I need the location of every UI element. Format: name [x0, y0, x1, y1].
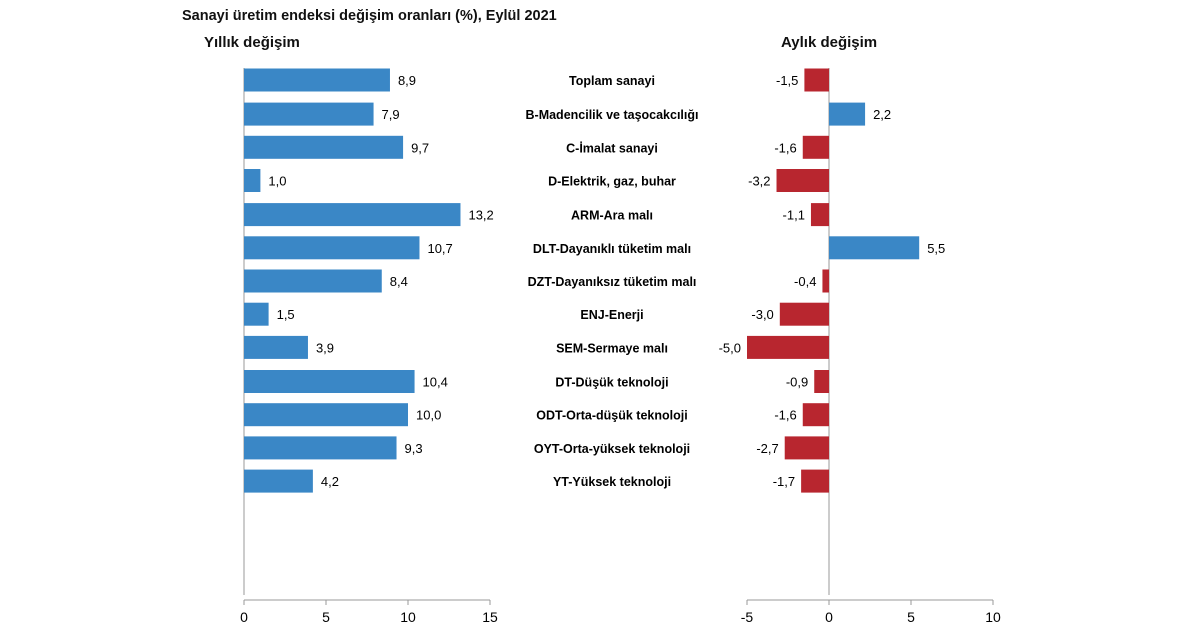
category-label: OYT-Orta-yüksek teknoloji: [534, 442, 690, 456]
category-label: DT-Düşük teknoloji: [555, 376, 668, 390]
left-bar: [244, 68, 390, 92]
left-panel-title: Yıllık değişim: [204, 34, 300, 51]
right-data-label: -1,6: [774, 408, 796, 423]
left-data-label: 9,7: [411, 140, 429, 155]
right-data-label: -1,7: [773, 474, 795, 489]
category-label: SEM-Sermaye malı: [556, 341, 668, 355]
left-bar: [244, 302, 269, 326]
left-bar: [244, 203, 461, 227]
category-label: Toplam sanayi: [569, 74, 655, 88]
category-label: YT-Yüksek teknoloji: [553, 475, 671, 489]
right-bar: [804, 68, 829, 92]
right-data-label: -1,1: [783, 208, 805, 223]
right-panel-title: Aylık değişim: [781, 34, 878, 51]
right-bar: [829, 236, 920, 260]
left-data-label: 8,4: [390, 274, 408, 289]
category-label: DZT-Dayanıksız tüketim malı: [528, 275, 697, 289]
right-data-label: 2,2: [873, 107, 891, 122]
right-bar: [802, 135, 829, 159]
category-label: ODT-Orta-düşük teknoloji: [536, 409, 687, 423]
category-label: ARM-Ara malı: [571, 209, 653, 223]
right-bar: [810, 203, 829, 227]
left-bar: [244, 236, 420, 260]
right-bar: [814, 370, 829, 393]
left-bar: [244, 135, 404, 159]
left-bar: [244, 102, 374, 126]
right-data-label: -1,5: [776, 73, 798, 88]
category-label: B-Madencilik ve taşocakcılığı: [526, 108, 699, 122]
left-data-label: 10,0: [416, 408, 441, 423]
left-bar: [244, 403, 408, 427]
right-x-tick-label: 10: [985, 609, 1001, 625]
right-bar: [784, 436, 829, 460]
left-bar: [244, 370, 415, 393]
right-data-label: -5,0: [719, 340, 741, 355]
right-bar: [801, 469, 829, 493]
left-data-label: 1,5: [277, 307, 295, 322]
left-x-tick-label: 15: [482, 609, 498, 625]
right-bar: [822, 269, 829, 293]
right-data-label: 5,5: [927, 241, 945, 256]
right-bar: [779, 302, 829, 326]
right-bar: [776, 169, 829, 192]
right-data-label: -3,0: [751, 307, 773, 322]
right-bar: [802, 403, 829, 427]
left-bar: [244, 335, 308, 359]
right-x-tick-label: 0: [825, 609, 833, 625]
right-x-tick-label: -5: [741, 609, 754, 625]
left-bar: [244, 469, 313, 493]
category-label: C-İmalat sanayi: [566, 140, 658, 155]
left-data-label: 13,2: [468, 208, 493, 223]
right-data-label: -0,9: [786, 375, 808, 390]
left-data-label: 1,0: [268, 174, 286, 189]
right-bar: [829, 102, 866, 126]
left-x-tick-label: 0: [240, 609, 248, 625]
right-x-tick-label: 5: [907, 609, 915, 625]
left-bar: [244, 269, 382, 293]
left-data-label: 7,9: [382, 107, 400, 122]
right-data-label: -3,2: [748, 174, 770, 189]
category-label: ENJ-Enerji: [580, 308, 643, 322]
left-data-label: 8,9: [398, 73, 416, 88]
left-bar: [244, 169, 261, 192]
left-data-label: 9,3: [405, 441, 423, 456]
left-x-tick-label: 10: [400, 609, 416, 625]
left-data-label: 4,2: [321, 474, 339, 489]
right-data-label: -0,4: [794, 274, 816, 289]
left-x-tick-label: 5: [322, 609, 330, 625]
left-data-label: 3,9: [316, 340, 334, 355]
right-bar: [747, 335, 829, 359]
category-label: DLT-Dayanıklı tüketim malı: [533, 242, 691, 256]
left-bar: [244, 436, 397, 460]
chart-title: Sanayi üretim endeksi değişim oranları (…: [182, 8, 557, 24]
left-data-label: 10,4: [423, 375, 448, 390]
right-data-label: -1,6: [774, 140, 796, 155]
category-label: D-Elektrik, gaz, buhar: [548, 175, 676, 189]
right-data-label: -2,7: [756, 441, 778, 456]
left-data-label: 10,7: [427, 241, 452, 256]
